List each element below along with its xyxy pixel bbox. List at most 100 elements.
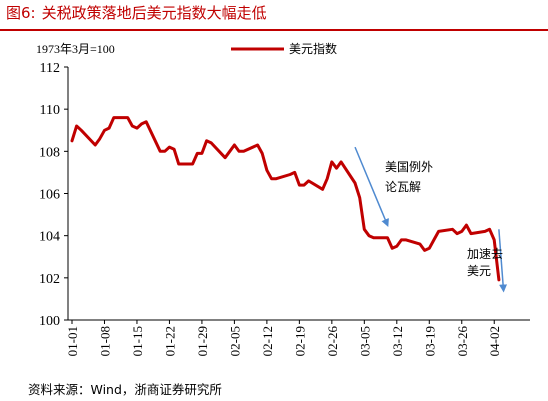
x-tick-label: 01-08 <box>97 326 112 356</box>
annotation-text: 美元 <box>467 264 491 278</box>
x-tick-label: 02-05 <box>227 326 242 356</box>
annotation-text: 加速去 <box>467 247 503 261</box>
data-point <box>358 196 361 199</box>
base-note: 1973年3月=100 <box>36 42 115 56</box>
data-point <box>159 150 162 153</box>
x-tick-label: 02-19 <box>292 326 307 356</box>
data-point <box>465 224 468 227</box>
data-point <box>224 156 227 159</box>
data-point <box>266 169 268 172</box>
x-tick-label: 04-02 <box>487 326 502 356</box>
data-point <box>368 234 370 237</box>
data-point <box>451 228 454 231</box>
data-point <box>488 228 491 231</box>
y-tick-label: 102 <box>39 272 60 287</box>
data-point <box>498 279 500 281</box>
data-point <box>321 188 324 191</box>
data-point <box>386 236 389 239</box>
data-point <box>242 150 245 153</box>
chart-legend: 美元指数 <box>231 41 337 56</box>
data-point <box>205 139 208 142</box>
y-tick-label: 100 <box>39 314 60 329</box>
data-point <box>298 184 301 187</box>
x-tick-label: 03-19 <box>422 326 437 356</box>
x-tick-label: 02-12 <box>260 326 275 356</box>
data-point <box>289 173 291 176</box>
data-point <box>261 152 264 155</box>
data-point <box>437 230 440 233</box>
data-point <box>145 120 148 123</box>
data-point <box>196 152 199 155</box>
data-point <box>238 150 240 153</box>
data-point <box>275 177 278 180</box>
data-point <box>428 247 431 250</box>
data-point <box>270 177 273 180</box>
data-point <box>191 163 194 165</box>
data-point <box>456 232 458 235</box>
data-point <box>71 139 73 142</box>
data-point <box>303 184 305 187</box>
dollar-index-line-chart: 1973年3月=100 美元指数 100 102 104 106 108 110 112 01… <box>36 41 530 356</box>
data-point <box>335 167 338 170</box>
x-tick-label: 03-05 <box>357 326 372 356</box>
data-point <box>173 148 176 151</box>
annotation-arrow <box>354 146 389 227</box>
data-point <box>493 239 496 241</box>
figure-title: 图6: 关税政策落地后美元指数大幅走低 <box>6 2 267 23</box>
data-point <box>460 230 463 233</box>
annotation-arrow <box>498 229 508 293</box>
legend-label: 美元指数 <box>289 41 337 56</box>
data-point <box>177 163 180 165</box>
data-point <box>470 232 472 235</box>
data-point <box>131 125 134 127</box>
x-tick-label: 03-12 <box>390 326 405 356</box>
data-point <box>94 144 97 146</box>
data-point <box>103 129 106 132</box>
title-underline <box>0 29 548 31</box>
data-point <box>293 171 296 174</box>
data-point <box>484 230 486 233</box>
data-point <box>326 177 329 180</box>
data-point <box>372 236 375 239</box>
data-point <box>126 116 129 119</box>
x-tick-label: 02-26 <box>325 326 340 357</box>
data-point <box>405 239 407 241</box>
data-point <box>112 116 115 119</box>
data-point <box>168 146 171 149</box>
y-tick-label: 108 <box>39 145 60 160</box>
data-point <box>423 249 426 252</box>
data-point <box>395 245 398 248</box>
data-point <box>354 182 356 184</box>
y-tick-label: 104 <box>39 230 60 245</box>
data-point <box>233 144 236 146</box>
y-tick-label: 110 <box>40 103 60 118</box>
data-point <box>136 127 138 129</box>
annotation-text: 论瓦解 <box>385 180 421 194</box>
series-line-dollar-index <box>70 116 501 282</box>
data-point <box>391 247 394 250</box>
y-tick-label: 106 <box>39 188 60 203</box>
figure-number: 图6: <box>6 4 36 22</box>
data-point <box>201 152 203 155</box>
data-point <box>98 137 101 140</box>
x-tick-label: 01-01 <box>65 326 80 356</box>
data-point <box>75 125 78 127</box>
y-tick-label: 112 <box>40 61 60 76</box>
x-tick-label: 01-29 <box>195 326 210 356</box>
x-tick-label: 01-15 <box>130 326 145 356</box>
data-point <box>307 180 310 182</box>
data-point <box>330 161 333 163</box>
data-point <box>80 129 83 132</box>
x-tick-label: 03-26 <box>455 326 470 357</box>
figure-title-text: 关税政策落地后美元指数大幅走低 <box>41 4 267 22</box>
data-point <box>140 123 143 125</box>
data-point <box>228 150 231 153</box>
data-point <box>163 150 166 153</box>
source-note: 资料来源：Wind，浙商证券研究所 <box>28 382 222 397</box>
data-point <box>433 239 435 241</box>
x-tick-label: 01-22 <box>162 326 177 356</box>
axes: 100 102 104 106 108 110 112 01-01 01-08 01-15 01-2… <box>39 61 530 356</box>
data-point <box>400 239 403 241</box>
plot-area <box>70 116 501 282</box>
